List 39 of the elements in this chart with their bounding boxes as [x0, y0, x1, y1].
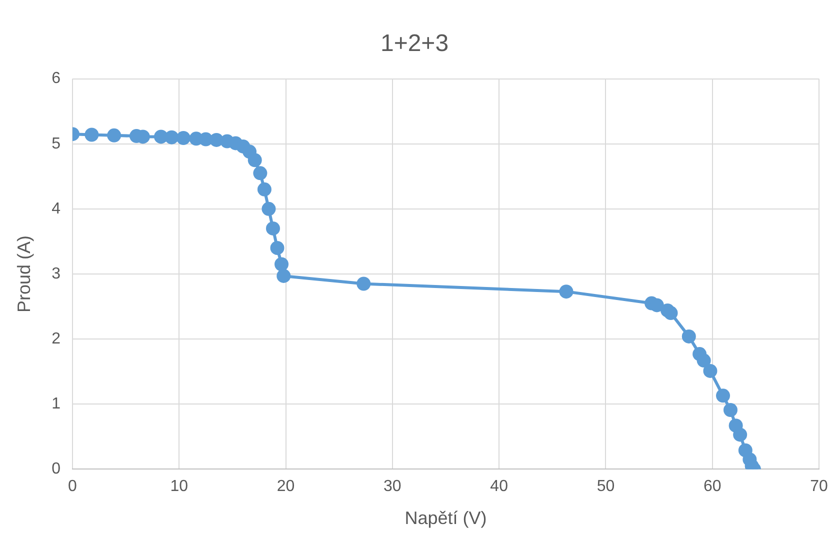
point [276, 268, 291, 283]
y-tick-label: 1 [52, 396, 61, 413]
x-tick-label: 10 [170, 478, 188, 496]
point [664, 306, 678, 320]
point [716, 388, 730, 403]
point [253, 166, 268, 180]
x-tick-label: 30 [384, 478, 402, 496]
point [262, 202, 276, 216]
point [107, 128, 122, 142]
y-axis-title: Proud (A) [14, 235, 34, 313]
point [559, 284, 574, 299]
x-tick-label: 50 [596, 478, 615, 496]
y-tick-label: 5 [52, 135, 61, 152]
point [248, 153, 262, 168]
point [356, 276, 371, 291]
x-tick-label: 40 [490, 478, 508, 496]
point [723, 402, 738, 417]
point [164, 130, 179, 144]
point [176, 131, 190, 146]
x-axis-title: Napětí (V) [404, 508, 487, 528]
point [696, 354, 711, 368]
point [84, 128, 99, 142]
point [257, 182, 272, 196]
x-tick-label: 0 [68, 478, 78, 496]
point [682, 329, 696, 344]
point [733, 428, 748, 442]
point [270, 240, 284, 255]
x-tick-label: 70 [810, 478, 828, 496]
y-tick-label: 3 [52, 265, 61, 282]
point [274, 257, 289, 272]
y-tick-label: 2 [52, 330, 61, 348]
y-tick-label: 4 [52, 200, 61, 218]
y-tick-label: 0 [52, 460, 61, 478]
y-tick-label: 6 [52, 70, 61, 88]
point [266, 221, 280, 236]
chart-title: 1+2+3 [380, 30, 449, 58]
point [703, 364, 718, 378]
x-tick-label: 20 [276, 478, 295, 496]
x-tick-label: 60 [703, 478, 722, 496]
